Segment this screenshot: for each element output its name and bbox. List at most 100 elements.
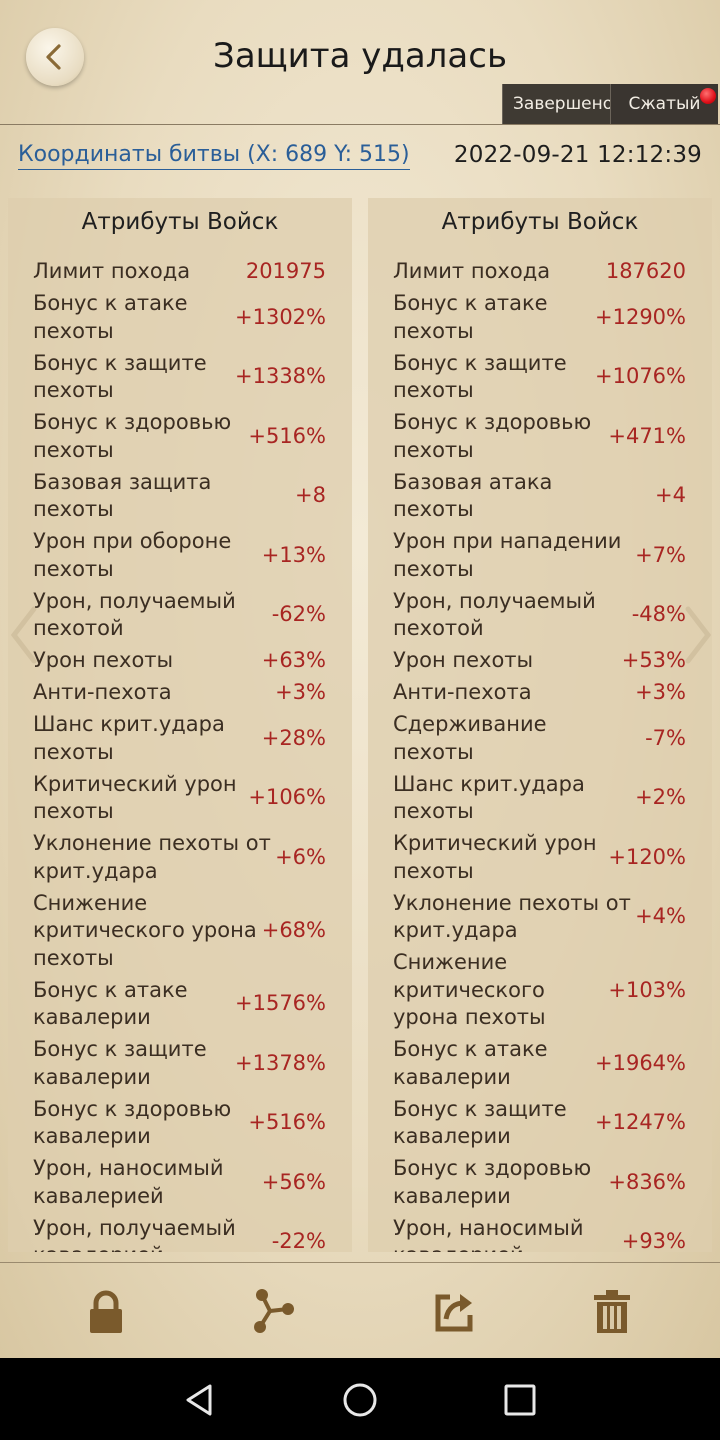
prev-arrow-icon[interactable] xyxy=(8,605,40,665)
attribute-value: +1290% xyxy=(595,304,686,329)
attribute-row: Бонус к атаке пехоты +1302% xyxy=(8,290,352,345)
attribute-label: Бонус к атаке кавалерии xyxy=(33,977,188,1030)
attribute-label: Бонус к защите кавалерии xyxy=(393,1096,567,1149)
attribute-value: 187620 xyxy=(605,259,686,283)
attribute-value: +1302% xyxy=(235,304,326,329)
attribute-row: Критический урон пехоты +120% xyxy=(368,830,712,885)
attribute-row: Бонус к здоровью пехоты +471% xyxy=(368,409,712,464)
attribute-value: +106% xyxy=(248,785,326,810)
attribute-label: Лимит похода xyxy=(33,259,191,283)
attribute-row: Бонус к защите кавалерии +1378% xyxy=(8,1036,352,1091)
back-triangle-icon[interactable] xyxy=(182,1382,218,1418)
attribute-row: Базовая атака пехоты +4 xyxy=(368,469,712,524)
share-button[interactable] xyxy=(246,1285,298,1337)
attribute-row: Лимит похода 187620 xyxy=(368,258,712,286)
attribute-row: Уклонение пехоты от крит.удара +4% xyxy=(368,890,712,945)
attribute-row: Бонус к атаке кавалерии +1576% xyxy=(8,977,352,1032)
attribute-row: Шанс крит.удара пехоты +2% xyxy=(368,771,712,826)
attribute-value: +1576% xyxy=(235,991,326,1016)
battle-report-screen: Защита удалась Завершено Сжатый Координа… xyxy=(0,0,720,1358)
attribute-label: Урон, наносимый кавалерией xyxy=(33,1156,224,1208)
attribute-value: +1378% xyxy=(235,1050,326,1075)
android-navigation-bar xyxy=(0,1358,720,1440)
attribute-row: Бонус к атаке пехоты +1290% xyxy=(368,290,712,345)
attacker-attributes-panel[interactable]: Атрибуты Войск Лимит похода 201975 Бонус к… xyxy=(8,198,352,1252)
attribute-label: Бонус к здоровью кавалерии xyxy=(33,1096,232,1149)
attribute-row: Сдерживание пехоты -7% xyxy=(368,711,712,766)
attribute-value: +3% xyxy=(275,680,326,704)
attribute-value: +93% xyxy=(621,1229,686,1252)
attribute-label: Бонус к атаке пехоты xyxy=(33,291,188,343)
attribute-label: Бонус к здоровью пехоты xyxy=(33,410,232,462)
attribute-value: +1338% xyxy=(235,364,326,389)
attribute-row: Урон, наносимый кавалерией +56% xyxy=(8,1155,352,1210)
attribute-value: +4 xyxy=(655,483,686,508)
attribute-label: Урон, получаемый пехотой xyxy=(393,588,596,641)
attribute-row: Урон пехоты +53% xyxy=(368,647,712,675)
attribute-label: Шанс крит.удара пехоты xyxy=(33,712,225,764)
panel-title: Атрибуты Войск xyxy=(81,209,279,235)
attribute-label: Бонус к защите кавалерии xyxy=(33,1037,207,1089)
attribute-value: -22% xyxy=(271,1229,326,1252)
attribute-value: +1076% xyxy=(595,364,686,389)
attribute-label: Урон, получаемый кавалерией xyxy=(33,1215,236,1253)
attribute-label: Урон, получаемый пехотой xyxy=(33,588,236,641)
defender-attributes-panel[interactable]: Атрибуты Войск Лимит похода 187620 Бонус к… xyxy=(368,198,712,1252)
attribute-row: Урон при нападении пехоты +7% xyxy=(368,528,712,583)
attribute-value: -7% xyxy=(645,725,686,750)
recents-square-icon[interactable] xyxy=(502,1382,538,1418)
attribute-value: +1964% xyxy=(595,1050,686,1075)
notification-dot xyxy=(700,88,716,104)
lock-button[interactable] xyxy=(80,1285,132,1337)
attribute-value: +28% xyxy=(261,725,326,750)
attribute-value: -62% xyxy=(271,602,326,627)
attribute-value: -48% xyxy=(631,602,686,627)
attribute-label: Бонус к здоровью кавалерии xyxy=(393,1156,592,1208)
attribute-row: Лимит похода 201975 xyxy=(8,258,352,286)
attribute-value: +103% xyxy=(608,977,686,1002)
attribute-label: Лимит похода xyxy=(393,259,551,283)
attribute-label: Анти-пехота xyxy=(393,680,532,704)
attribute-value: +1247% xyxy=(595,1110,686,1135)
header-divider xyxy=(0,124,720,125)
attribute-row: Снижение критического урона пехоты +68% xyxy=(8,890,352,973)
next-arrow-icon[interactable] xyxy=(682,605,714,665)
attribute-row: Снижение критического урона пехоты +103% xyxy=(368,949,712,1032)
attribute-row: Урон, наносимый кавалерией +93% xyxy=(368,1215,712,1253)
chevron-left-icon xyxy=(46,44,61,70)
attribute-value: +2% xyxy=(635,785,686,810)
done-filter-button[interactable]: Завершено xyxy=(502,84,613,124)
export-button[interactable] xyxy=(428,1285,480,1337)
attribute-label: Бонус к атаке кавалерии xyxy=(393,1037,548,1089)
compressed-filter-label: Сжатый xyxy=(628,94,701,114)
attribute-label: Критический урон пехоты xyxy=(393,831,597,883)
back-button[interactable] xyxy=(26,28,84,86)
attribute-value: +516% xyxy=(248,423,326,448)
attribute-value: +63% xyxy=(261,648,326,672)
attribute-value: +68% xyxy=(261,918,326,942)
attribute-row: Урон пехоты +63% xyxy=(8,647,352,675)
attribute-row: Урон при обороне пехоты +13% xyxy=(8,528,352,583)
attribute-value: +516% xyxy=(248,1110,326,1135)
attribute-label: Снижение критического урона пехоты xyxy=(33,890,257,970)
attribute-value: +4% xyxy=(635,904,686,929)
compressed-filter-button[interactable]: Сжатый xyxy=(610,84,718,124)
attribute-row: Анти-пехота +3% xyxy=(8,679,352,707)
attribute-row: Анти-пехота +3% xyxy=(368,679,712,707)
attribute-label: Критический урон пехоты xyxy=(33,771,237,824)
attribute-label: Базовая защита пехоты xyxy=(33,469,212,522)
attribute-label: Бонус к здоровью пехоты xyxy=(393,410,592,462)
attribute-value: +471% xyxy=(608,423,686,448)
attribute-value: 201975 xyxy=(245,259,326,283)
battle-coordinates-link[interactable]: Координаты битвы (X: 689 Y: 515) xyxy=(18,142,410,170)
attribute-row: Бонус к атаке кавалерии +1964% xyxy=(368,1036,712,1091)
attribute-label: Снижение критического урона пехоты xyxy=(393,950,546,1029)
page-title: Защита удалась xyxy=(213,36,507,76)
delete-button[interactable] xyxy=(586,1285,638,1337)
attribute-value: +8 xyxy=(295,483,326,508)
attribute-row: Урон, получаемый кавалерией -22% xyxy=(8,1215,352,1253)
toolbar-divider xyxy=(0,1262,720,1263)
home-circle-icon[interactable] xyxy=(342,1382,378,1418)
trash-icon xyxy=(594,1290,630,1333)
attribute-label: Бонус к защите пехоты xyxy=(393,350,567,403)
